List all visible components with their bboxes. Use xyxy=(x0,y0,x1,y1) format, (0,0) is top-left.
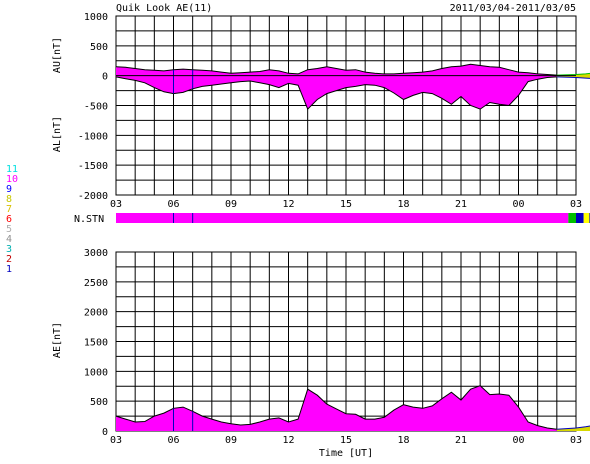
ae-ytick-0: 0 xyxy=(102,427,108,438)
au-al-ytick-500: 500 xyxy=(90,42,108,53)
ae-xtick-0: 03 xyxy=(110,435,122,446)
x-axis-label: Time [UT] xyxy=(319,448,373,459)
nstn-segment-3 xyxy=(583,213,590,223)
legend-label-9: 9 xyxy=(6,184,12,195)
legend-label-1: 1 xyxy=(6,264,12,275)
au-al-xtick-2: 09 xyxy=(225,199,237,210)
ae-ytick-1000: 1000 xyxy=(84,367,108,378)
ae-area xyxy=(116,385,557,431)
au-axis-label: AU[nT] xyxy=(52,37,63,73)
al-series-line xyxy=(115,76,557,110)
legend-label-2: 2 xyxy=(6,254,12,265)
legend-label-7: 7 xyxy=(6,204,12,215)
legend-label-6: 6 xyxy=(6,214,12,225)
au-al-xtick-5: 18 xyxy=(397,199,409,210)
ae-ytick-2000: 2000 xyxy=(84,308,108,319)
ae-ytick-500: 500 xyxy=(90,397,108,408)
au-al-frame xyxy=(115,15,577,196)
au-al-xtick-0: 03 xyxy=(110,199,122,210)
legend-label-4: 4 xyxy=(6,234,12,245)
nstn-label: N.STN xyxy=(74,214,104,225)
al-axis-label: AL[nT] xyxy=(52,116,63,152)
ae-xtick-5: 18 xyxy=(397,435,409,446)
au-al-ytick--2000: -2000 xyxy=(78,191,108,202)
al-tail-line xyxy=(556,76,590,79)
au-al-xtick-7: 00 xyxy=(512,199,524,210)
nstn-segment-0 xyxy=(116,213,569,223)
ae-ytick-2500: 2500 xyxy=(84,278,108,289)
nstn-segment-2 xyxy=(576,213,584,223)
ae-xtick-6: 21 xyxy=(455,435,467,446)
ae-xtick-1: 06 xyxy=(167,435,179,446)
au-al-xtick-4: 15 xyxy=(340,199,352,210)
au-al-ytick--500: -500 xyxy=(84,102,108,113)
ae-xtick-3: 12 xyxy=(282,435,294,446)
date-range: 2011/03/04-2011/03/05 xyxy=(450,3,576,14)
plot-title: Quik Look AE(11) xyxy=(116,3,212,14)
au-al-ytick-0: 0 xyxy=(102,72,108,83)
legend-label-8: 8 xyxy=(6,194,12,205)
nstn-segment-1 xyxy=(568,213,576,223)
legend-label-5: 5 xyxy=(6,224,12,235)
ae-ytick-1500: 1500 xyxy=(84,338,108,349)
station-count-panel xyxy=(116,213,590,223)
ae-axis-label: AE[nT] xyxy=(52,322,63,358)
ae-tail-line xyxy=(556,425,590,430)
au-al-ytick--1000: -1000 xyxy=(78,131,108,142)
au-al-xtick-3: 12 xyxy=(282,199,294,210)
ae-ytick-3000: 3000 xyxy=(84,248,108,259)
au-al-xtick-6: 21 xyxy=(455,199,467,210)
au-al-ytick-1000: 1000 xyxy=(84,12,108,23)
au-al-ytick--1500: -1500 xyxy=(78,161,108,172)
legend-label-3: 3 xyxy=(6,244,12,255)
ae-xtick-8: 03 xyxy=(570,435,582,446)
au-al-xtick-1: 06 xyxy=(167,199,179,210)
au-tail-line xyxy=(556,72,590,76)
au-al-xtick-8: 03 xyxy=(570,199,582,210)
ae-xtick-2: 09 xyxy=(225,435,237,446)
ae-xtick-7: 00 xyxy=(512,435,524,446)
ae-xtick-4: 15 xyxy=(340,435,352,446)
ae-series-line xyxy=(115,385,557,430)
legend-label-11: 11 xyxy=(6,164,18,175)
au-series-line xyxy=(115,63,557,76)
legend-label-10: 10 xyxy=(6,174,18,185)
